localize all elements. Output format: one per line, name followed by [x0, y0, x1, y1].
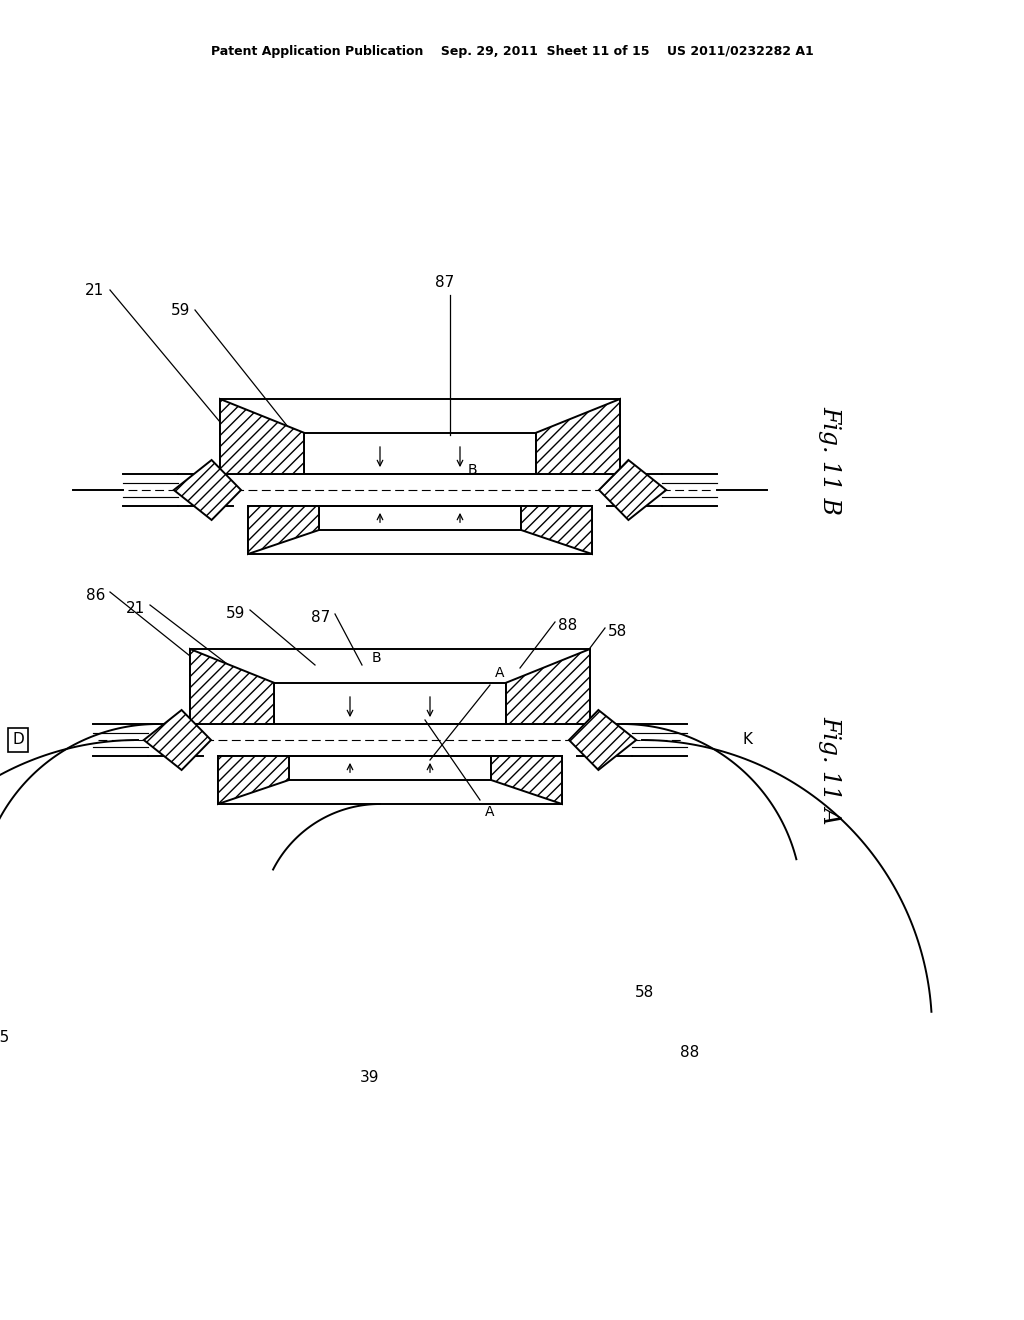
Text: A: A	[495, 667, 505, 680]
Polygon shape	[218, 756, 289, 804]
Text: 58: 58	[608, 624, 628, 639]
Text: K: K	[742, 733, 752, 747]
Text: 87: 87	[435, 275, 455, 290]
Text: Fig. 11 A: Fig. 11 A	[818, 715, 842, 824]
Polygon shape	[190, 649, 274, 723]
Polygon shape	[174, 459, 241, 520]
Polygon shape	[521, 506, 592, 554]
Text: B: B	[468, 463, 477, 477]
Polygon shape	[599, 459, 667, 520]
Polygon shape	[536, 399, 620, 474]
Text: 58: 58	[635, 985, 654, 1001]
Polygon shape	[143, 710, 211, 770]
Bar	[220, 399, 620, 474]
Text: Patent Application Publication    Sep. 29, 2011  Sheet 11 of 15    US 2011/02322: Patent Application Publication Sep. 29, …	[211, 45, 813, 58]
Text: 59: 59	[225, 606, 245, 620]
Bar	[248, 506, 592, 554]
Text: 88: 88	[680, 1045, 699, 1060]
Bar	[218, 756, 562, 804]
Polygon shape	[506, 649, 590, 723]
Text: B: B	[372, 651, 382, 665]
Polygon shape	[569, 710, 636, 770]
Text: 86: 86	[86, 587, 105, 603]
Polygon shape	[220, 399, 304, 474]
Text: D: D	[12, 733, 24, 747]
Text: 21: 21	[85, 282, 104, 298]
Text: A: A	[485, 805, 495, 818]
Bar	[190, 649, 590, 723]
Polygon shape	[490, 756, 562, 804]
Polygon shape	[248, 506, 319, 554]
Text: 21: 21	[126, 601, 145, 616]
Text: 59: 59	[171, 304, 190, 318]
Text: 85: 85	[0, 1030, 9, 1045]
Text: 39: 39	[360, 1071, 380, 1085]
Text: 87: 87	[310, 610, 330, 624]
Text: 88: 88	[558, 618, 578, 634]
Text: Fig. 11 B: Fig. 11 B	[818, 405, 842, 515]
